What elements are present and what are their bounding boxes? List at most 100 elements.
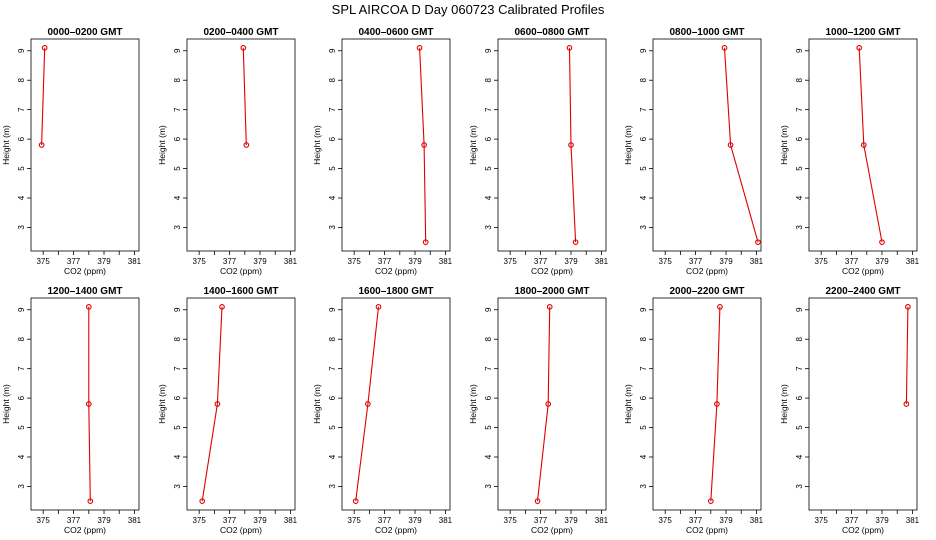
y-tick-label: 5 <box>17 166 26 171</box>
y-tick-label: 8 <box>639 77 648 82</box>
y-tick-label: 5 <box>173 425 182 430</box>
y-tick-label: 4 <box>328 195 337 200</box>
y-tick-label: 7 <box>328 366 337 371</box>
data-point <box>727 142 734 148</box>
x-tick-label: 377 <box>689 516 703 525</box>
plot-frame <box>497 38 607 252</box>
y-tick-label: 6 <box>328 136 337 141</box>
y-tick-label: 6 <box>639 395 648 400</box>
x-tick-label: 375 <box>658 257 672 266</box>
y-tick-label: 7 <box>795 107 804 112</box>
y-tick-label: 7 <box>484 107 493 112</box>
profile-line <box>858 47 883 243</box>
y-tick-label: 4 <box>328 454 337 459</box>
profile-panel: 2200–2400 GMT 375 377 379 381 3 4 5 6 7 8 9 CO2 (ppm… <box>779 286 920 535</box>
plot-frame <box>341 297 451 511</box>
y-tick-label: 4 <box>795 195 804 200</box>
profile-panel: 1600–1800 GMT 375 377 379 381 3 4 5 6 7 8 9 CO2 (ppm… <box>312 286 453 535</box>
panel-title: 1200–1400 GMT <box>47 286 122 297</box>
x-tick-label: 381 <box>906 516 920 525</box>
data-point <box>421 142 427 148</box>
data-point <box>717 303 723 310</box>
y-tick-label: 6 <box>795 136 804 141</box>
profile-line <box>536 306 551 502</box>
y-tick-label: 9 <box>17 48 26 53</box>
profile-line <box>905 306 909 405</box>
data-point <box>87 498 94 505</box>
profile-line <box>355 306 380 502</box>
data-point <box>365 401 371 407</box>
y-tick-label: 9 <box>639 307 648 312</box>
x-tick-label: 381 <box>595 257 609 266</box>
x-tick-label: 381 <box>750 516 764 525</box>
x-tick-label: 381 <box>128 516 142 525</box>
x-axis-label: CO2 (ppm) <box>64 525 106 535</box>
data-point <box>566 44 573 51</box>
y-tick-label: 4 <box>639 195 648 200</box>
y-tick-label: 9 <box>173 307 182 312</box>
x-tick-label: 377 <box>378 257 392 266</box>
x-tick-label: 377 <box>534 516 548 525</box>
y-tick-label: 7 <box>17 107 26 112</box>
y-tick-label: 5 <box>328 166 337 171</box>
profile-line <box>710 306 721 502</box>
y-tick-label: 6 <box>17 395 26 400</box>
x-tick-label: 379 <box>408 516 422 525</box>
x-tick-label: 375 <box>503 257 517 266</box>
x-tick-label: 375 <box>814 516 828 525</box>
y-tick-label: 6 <box>173 136 182 141</box>
y-tick-label: 5 <box>484 425 493 430</box>
data-point <box>375 303 382 310</box>
x-tick-label: 375 <box>347 516 361 525</box>
profile-panel: 1800–2000 GMT 375 377 379 381 3 4 5 6 7 8 9 CO2 (ppm… <box>468 286 609 535</box>
data-point <box>214 401 221 407</box>
data-point <box>41 44 48 51</box>
y-tick-label: 4 <box>639 454 648 459</box>
profile-line <box>41 47 46 146</box>
data-point <box>534 498 541 505</box>
y-tick-label: 3 <box>795 225 804 230</box>
profile-line <box>419 47 427 243</box>
profile-panel: 1000–1200 GMT 375 377 379 381 3 4 5 6 7 8 9 CO2 (ppm… <box>779 27 920 276</box>
y-tick-label: 9 <box>173 48 182 53</box>
x-axis-label: CO2 (ppm) <box>375 525 417 535</box>
y-tick-label: 7 <box>328 107 337 112</box>
y-tick-label: 4 <box>17 454 26 459</box>
y-tick-label: 3 <box>328 484 337 489</box>
x-tick-label: 381 <box>284 516 298 525</box>
x-tick-label: 379 <box>875 257 889 266</box>
data-point <box>545 401 552 407</box>
plot-frame <box>341 38 451 252</box>
data-point <box>416 44 423 51</box>
x-tick-label: 379 <box>97 516 111 525</box>
y-tick-label: 5 <box>17 425 26 430</box>
x-tick-label: 375 <box>658 516 672 525</box>
x-tick-label: 375 <box>814 257 828 266</box>
y-tick-label: 7 <box>173 366 182 371</box>
y-tick-label: 3 <box>639 484 648 489</box>
y-tick-label: 8 <box>328 336 337 341</box>
x-tick-label: 381 <box>595 516 609 525</box>
y-tick-label: 6 <box>328 395 337 400</box>
y-tick-label: 3 <box>639 225 648 230</box>
y-tick-label: 3 <box>328 225 337 230</box>
x-tick-label: 379 <box>408 257 422 266</box>
panel-title: 1800–2000 GMT <box>514 286 589 297</box>
data-point <box>721 44 728 51</box>
y-axis-label: Height (m) <box>1 384 11 424</box>
plot-frame <box>808 38 918 252</box>
x-tick-label: 377 <box>67 257 81 266</box>
data-point <box>905 303 911 310</box>
x-tick-label: 379 <box>719 516 733 525</box>
panel-title: 1000–1200 GMT <box>825 27 900 38</box>
y-tick-label: 6 <box>484 136 493 141</box>
y-tick-label: 5 <box>795 425 804 430</box>
y-tick-label: 8 <box>639 336 648 341</box>
y-tick-label: 8 <box>328 77 337 82</box>
x-tick-label: 379 <box>97 257 111 266</box>
x-tick-label: 379 <box>564 516 578 525</box>
profile-panel: 2000–2200 GMT 375 377 379 381 3 4 5 6 7 8 9 CO2 (ppm… <box>623 286 764 535</box>
y-tick-label: 7 <box>17 366 26 371</box>
